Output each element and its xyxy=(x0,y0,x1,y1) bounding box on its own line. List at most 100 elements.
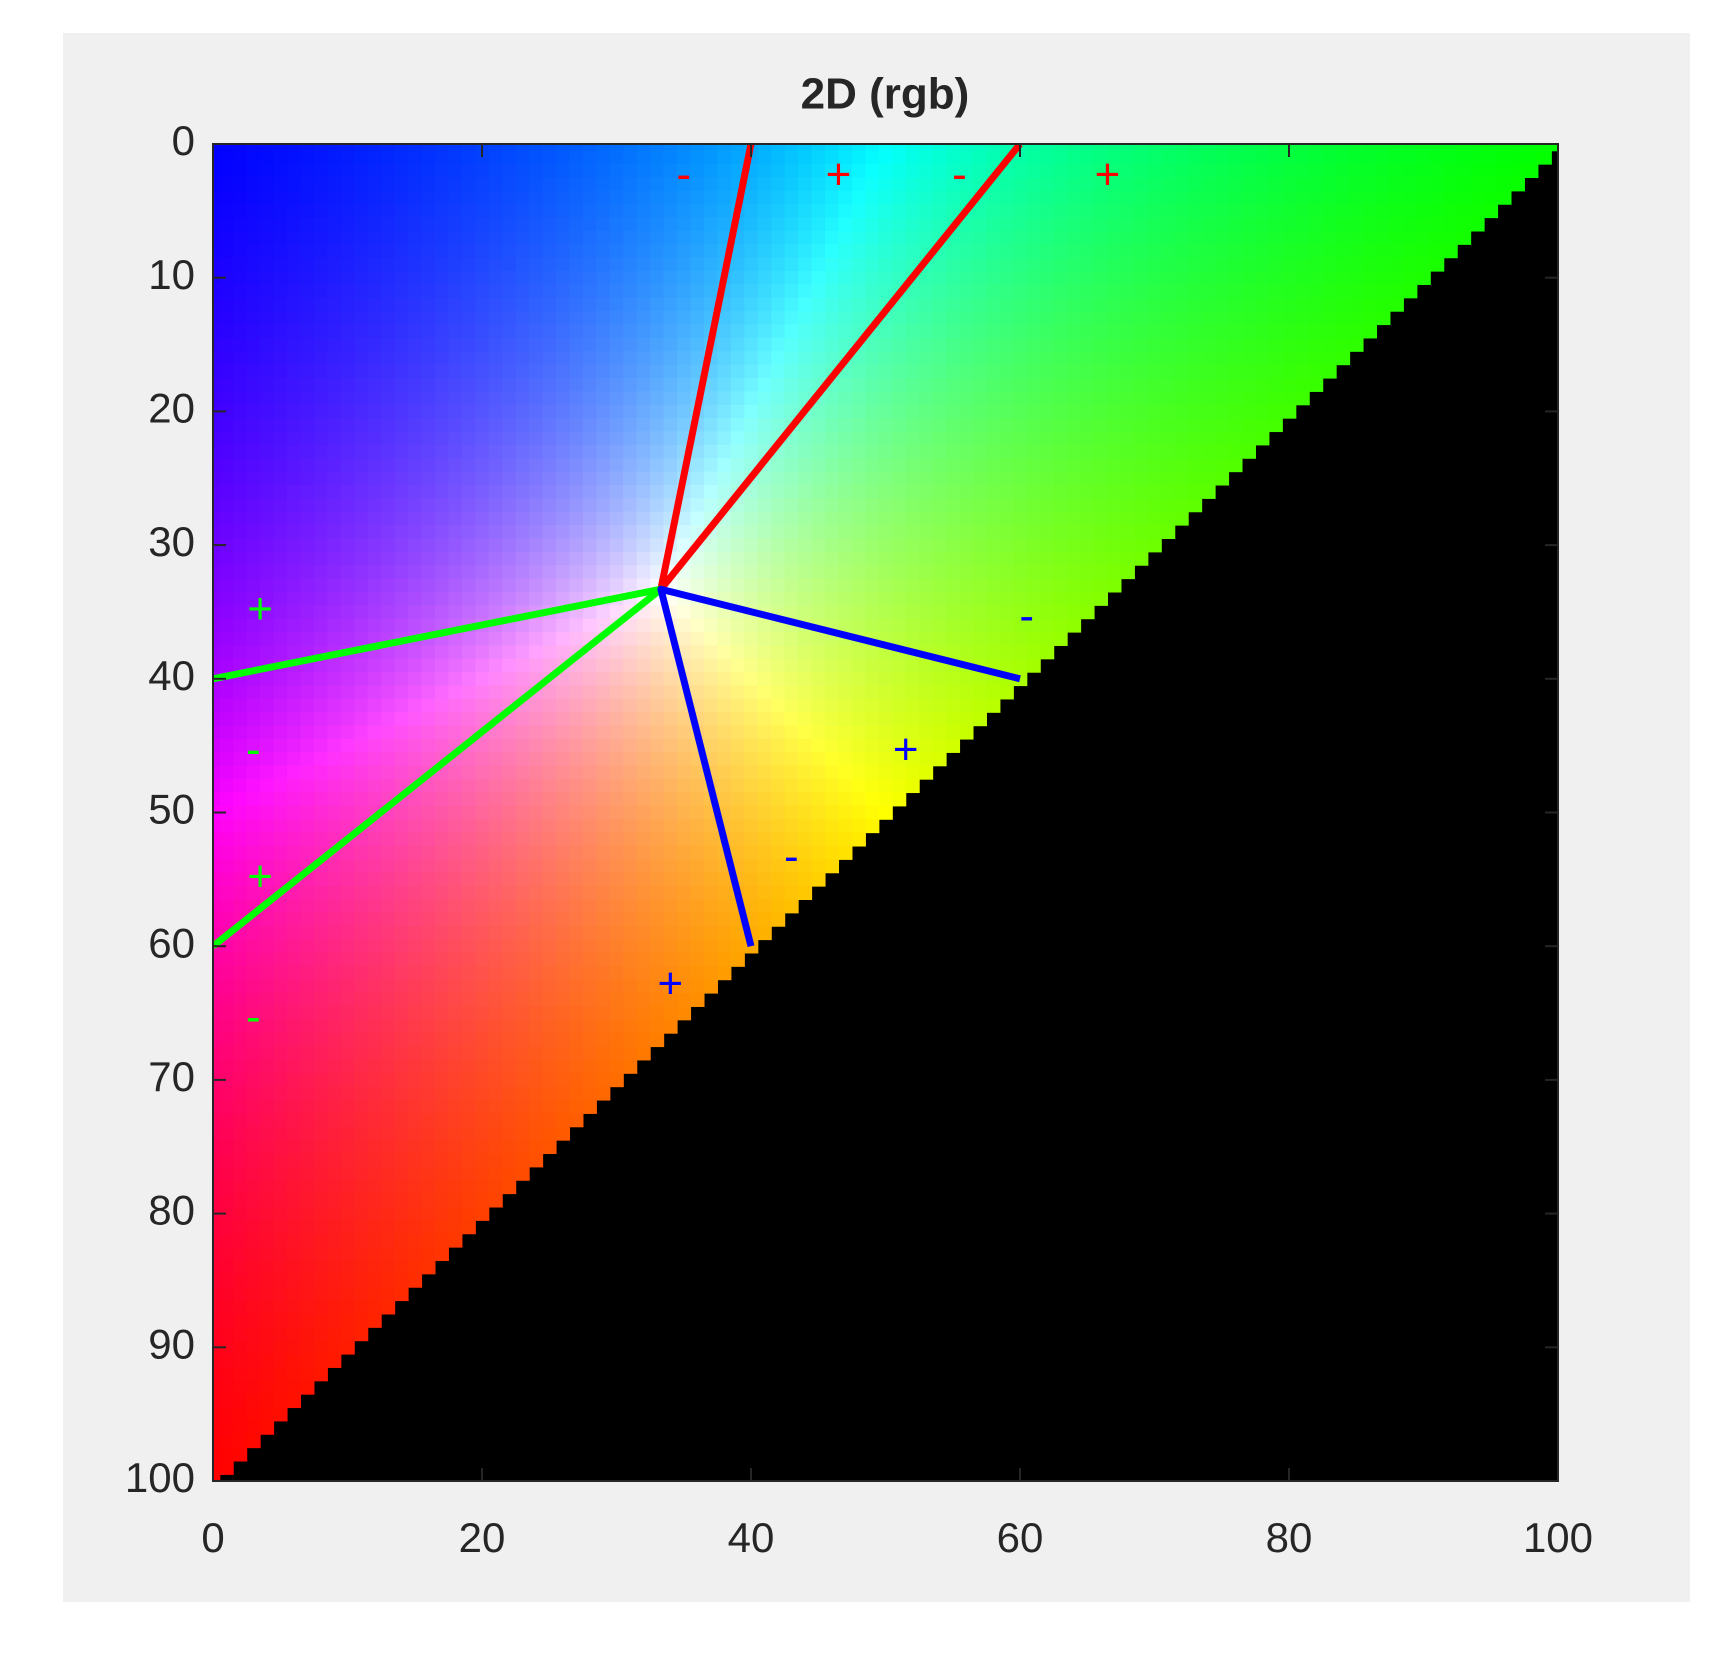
image-cell xyxy=(475,244,490,259)
image-cell xyxy=(905,324,920,339)
image-cell xyxy=(448,872,463,887)
image-cell xyxy=(932,525,947,540)
image-cell xyxy=(421,1180,436,1195)
image-cell xyxy=(650,271,665,285)
image-cell xyxy=(246,164,261,179)
image-cell xyxy=(1161,150,1176,165)
image-cell xyxy=(367,899,382,914)
image-cell xyxy=(515,471,530,486)
image-cell xyxy=(367,872,382,887)
image-cell xyxy=(1228,431,1243,446)
image-cell xyxy=(1309,164,1324,179)
image-cell xyxy=(408,752,423,767)
image-cell xyxy=(851,471,866,486)
image-cell xyxy=(434,404,449,419)
image-cell xyxy=(300,939,315,954)
image-cell xyxy=(213,979,221,994)
image-cell xyxy=(246,792,261,807)
image-cell xyxy=(488,792,503,807)
image-cell xyxy=(219,645,234,660)
image-cell xyxy=(488,845,503,860)
image-cell xyxy=(340,244,355,259)
image-cell xyxy=(260,364,275,379)
image-cell xyxy=(582,164,597,179)
image-cell xyxy=(1161,525,1176,540)
image-cell xyxy=(838,257,853,272)
image-cell xyxy=(213,525,221,540)
image-cell xyxy=(260,926,275,941)
image-cell xyxy=(999,511,1014,526)
image-cell xyxy=(1093,364,1109,379)
image-cell xyxy=(784,284,799,299)
image-cell xyxy=(757,591,772,606)
image-cell xyxy=(542,538,557,553)
image-cell xyxy=(892,565,907,580)
image-cell xyxy=(999,525,1014,540)
image-cell xyxy=(529,645,544,660)
image-cell xyxy=(327,1073,342,1088)
image-cell xyxy=(905,725,920,740)
image-cell xyxy=(286,377,302,392)
image-cell xyxy=(394,404,409,419)
image-cell xyxy=(233,271,248,285)
image-cell xyxy=(475,752,490,767)
image-cell xyxy=(1147,324,1162,339)
image-cell xyxy=(448,431,463,446)
image-cell xyxy=(905,578,920,593)
image-cell xyxy=(959,297,974,312)
image-cell xyxy=(286,779,302,794)
image-cell xyxy=(233,551,248,566)
image-cell xyxy=(1215,244,1230,259)
image-cell xyxy=(650,444,665,459)
image-cell xyxy=(327,632,342,646)
image-cell xyxy=(663,765,678,780)
image-cell xyxy=(650,886,665,901)
image-cell xyxy=(219,337,234,352)
image-cell xyxy=(703,484,718,499)
image-cell xyxy=(744,324,759,339)
image-cell xyxy=(1026,190,1041,205)
image-cell xyxy=(367,1180,382,1195)
image-cell xyxy=(502,404,517,419)
image-cell xyxy=(354,752,369,767)
image-cell xyxy=(233,144,248,152)
image-cell xyxy=(771,177,786,192)
image-cell xyxy=(972,230,987,245)
image-cell xyxy=(300,805,315,820)
image-cell xyxy=(273,1073,288,1088)
image-cell xyxy=(260,952,275,967)
image-cell xyxy=(475,1019,490,1034)
image-cell xyxy=(1107,204,1122,219)
image-cell xyxy=(260,738,275,753)
image-cell xyxy=(892,391,907,406)
image-cell xyxy=(999,618,1014,633)
image-cell xyxy=(421,284,436,299)
image-cell xyxy=(260,1086,275,1101)
image-cell xyxy=(260,337,275,352)
image-cell xyxy=(730,271,745,285)
image-cell xyxy=(260,1247,275,1261)
image-cell xyxy=(233,886,248,901)
image-cell xyxy=(421,217,436,232)
image-cell xyxy=(542,738,557,753)
image-cell xyxy=(582,391,597,406)
image-cell xyxy=(851,144,866,152)
image-cell xyxy=(367,498,382,513)
image-cell xyxy=(246,845,261,860)
image-cell xyxy=(515,244,530,259)
image-cell xyxy=(1013,257,1028,272)
image-cell xyxy=(623,578,638,593)
image-cell xyxy=(1161,418,1176,433)
image-cell xyxy=(838,144,853,152)
image-cell xyxy=(394,591,409,606)
image-cell xyxy=(260,391,275,406)
image-cell xyxy=(703,377,718,392)
image-cell xyxy=(529,1153,544,1168)
image-cell xyxy=(1067,230,1082,245)
image-cell xyxy=(327,1033,342,1048)
image-cell xyxy=(1147,230,1162,245)
image-cell xyxy=(811,164,826,179)
image-cell xyxy=(1322,217,1337,232)
image-cell xyxy=(865,792,880,807)
image-cell xyxy=(582,217,597,232)
